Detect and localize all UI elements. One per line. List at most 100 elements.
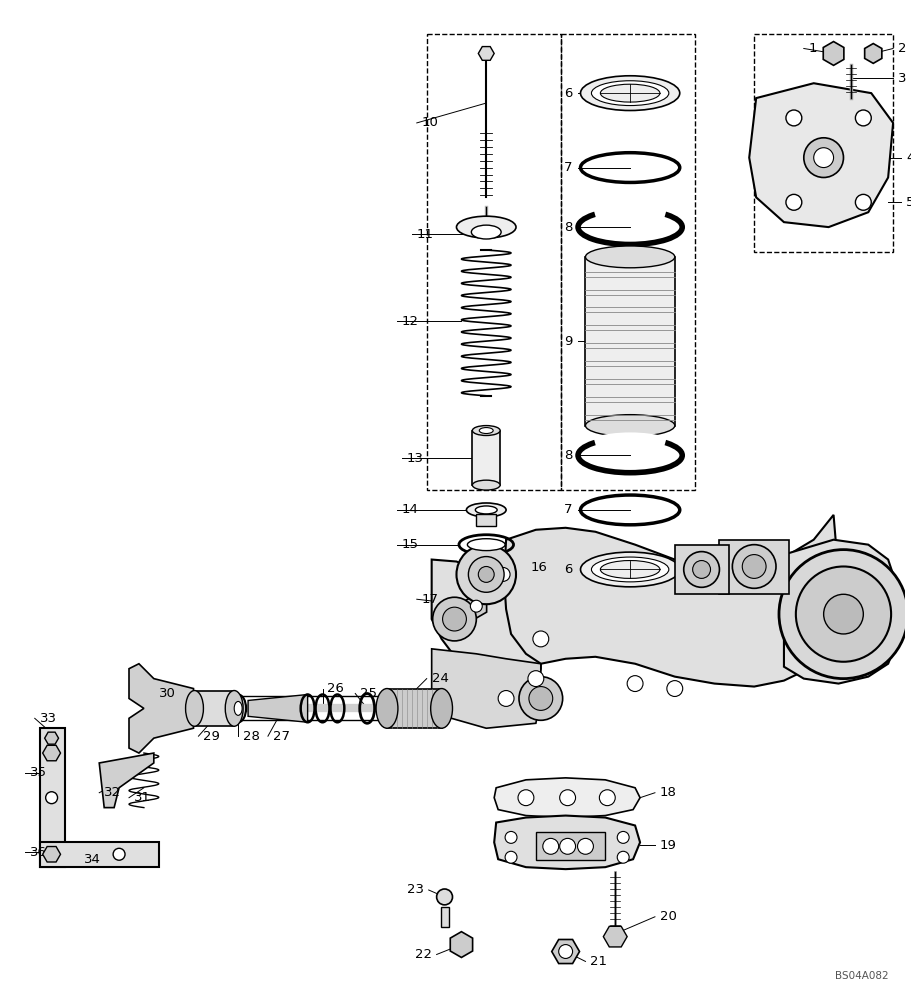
Polygon shape	[45, 732, 58, 744]
Circle shape	[666, 681, 682, 696]
Text: 16: 16	[530, 561, 548, 574]
Polygon shape	[494, 778, 640, 818]
Polygon shape	[248, 694, 307, 722]
Bar	[472, 431, 499, 485]
Text: 17: 17	[421, 593, 438, 606]
Text: 12: 12	[402, 315, 418, 328]
Text: 31: 31	[134, 791, 151, 804]
Circle shape	[528, 687, 552, 710]
Ellipse shape	[599, 84, 660, 102]
Text: 28: 28	[243, 730, 260, 743]
Circle shape	[691, 561, 710, 578]
Circle shape	[558, 945, 572, 958]
Polygon shape	[43, 745, 60, 761]
Text: 13: 13	[406, 452, 424, 465]
Bar	[560, 34, 694, 490]
Ellipse shape	[456, 216, 516, 238]
Circle shape	[470, 600, 482, 612]
Circle shape	[542, 838, 558, 854]
Text: 4: 4	[905, 151, 911, 164]
Text: 26: 26	[327, 682, 344, 695]
Text: 11: 11	[416, 228, 434, 241]
Bar	[440, 907, 448, 927]
Circle shape	[559, 790, 575, 806]
Circle shape	[46, 792, 57, 804]
Text: 36: 36	[30, 846, 46, 859]
Bar	[386, 689, 441, 728]
Circle shape	[599, 790, 615, 806]
Ellipse shape	[590, 557, 668, 582]
Ellipse shape	[230, 694, 246, 722]
Polygon shape	[603, 926, 627, 947]
Circle shape	[496, 567, 509, 581]
Polygon shape	[99, 753, 154, 808]
Circle shape	[785, 194, 801, 210]
Ellipse shape	[234, 701, 241, 715]
Circle shape	[617, 851, 629, 863]
Text: 24: 24	[431, 672, 448, 685]
Circle shape	[823, 594, 863, 634]
Circle shape	[505, 851, 517, 863]
Circle shape	[517, 790, 533, 806]
Ellipse shape	[225, 691, 243, 726]
Text: 10: 10	[421, 116, 438, 129]
Circle shape	[497, 691, 514, 706]
Ellipse shape	[580, 552, 679, 587]
Polygon shape	[450, 932, 472, 957]
Circle shape	[803, 138, 843, 177]
Polygon shape	[494, 816, 640, 869]
Text: 15: 15	[402, 538, 418, 551]
Bar	[674, 545, 729, 594]
Circle shape	[617, 831, 629, 843]
Bar	[476, 514, 496, 526]
Polygon shape	[477, 47, 494, 60]
Ellipse shape	[471, 225, 500, 239]
Text: BS04A082: BS04A082	[834, 971, 887, 981]
Ellipse shape	[472, 426, 499, 435]
Circle shape	[113, 848, 125, 860]
Ellipse shape	[375, 689, 397, 728]
Text: 9: 9	[564, 335, 572, 348]
Polygon shape	[490, 561, 515, 588]
Text: 6: 6	[564, 87, 572, 100]
Polygon shape	[431, 560, 540, 691]
Ellipse shape	[430, 689, 452, 728]
Ellipse shape	[466, 503, 506, 517]
Text: 6: 6	[564, 563, 572, 576]
Text: 30: 30	[159, 687, 176, 700]
Polygon shape	[504, 515, 837, 687]
Polygon shape	[864, 44, 881, 63]
Ellipse shape	[475, 506, 496, 514]
Circle shape	[795, 566, 890, 662]
Bar	[753, 34, 892, 252]
Ellipse shape	[599, 561, 660, 578]
Text: 25: 25	[360, 687, 377, 700]
Bar	[40, 842, 159, 867]
Bar	[194, 691, 234, 726]
Circle shape	[627, 676, 642, 692]
Circle shape	[683, 552, 719, 587]
Circle shape	[432, 597, 476, 641]
Circle shape	[532, 631, 548, 647]
Circle shape	[732, 545, 775, 588]
Circle shape	[477, 566, 494, 582]
Text: 3: 3	[897, 72, 906, 85]
Text: 1: 1	[808, 42, 816, 55]
Circle shape	[813, 148, 833, 168]
Ellipse shape	[466, 539, 505, 551]
Bar	[426, 34, 560, 490]
Ellipse shape	[185, 691, 203, 726]
Text: 19: 19	[660, 839, 676, 852]
Circle shape	[742, 555, 765, 578]
Text: 33: 33	[40, 712, 56, 725]
Polygon shape	[128, 664, 193, 753]
Circle shape	[559, 838, 575, 854]
Ellipse shape	[479, 428, 493, 434]
Text: 2: 2	[897, 42, 906, 55]
Polygon shape	[43, 847, 60, 862]
Polygon shape	[749, 83, 892, 227]
Ellipse shape	[472, 480, 499, 490]
Text: 18: 18	[660, 786, 676, 799]
Circle shape	[855, 110, 870, 126]
Text: 23: 23	[406, 883, 424, 896]
